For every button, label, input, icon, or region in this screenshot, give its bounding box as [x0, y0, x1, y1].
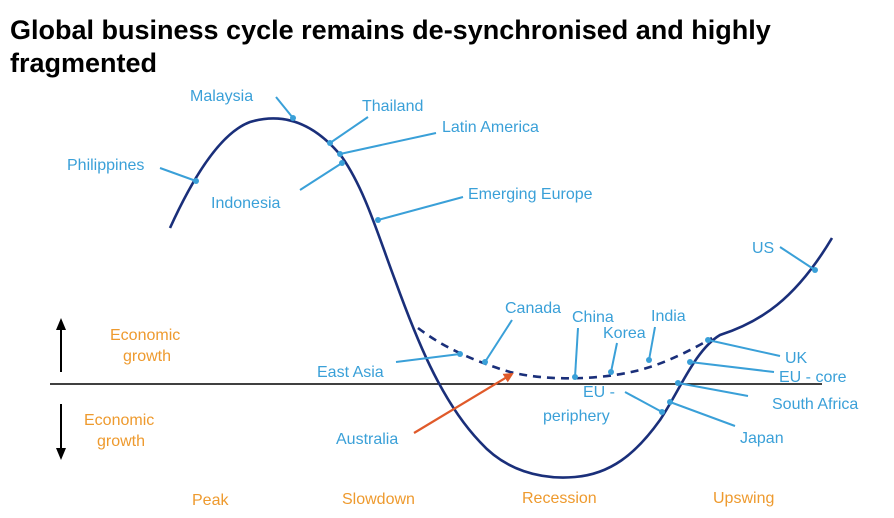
- label-emerging-europe: Emerging Europe: [468, 186, 593, 203]
- pointer-uk: [705, 337, 781, 357]
- phase-peak: Peak: [192, 492, 229, 509]
- label-philippines: Philippines: [67, 157, 144, 174]
- pointer-us: [779, 246, 818, 273]
- pointer-india: [646, 326, 656, 363]
- label-malaysia: Malaysia: [190, 88, 253, 105]
- label-eu-periphery-1: EU -: [583, 384, 615, 401]
- phase-upswing: Upswing: [713, 490, 774, 507]
- label-east-asia: East Asia: [317, 364, 384, 381]
- dashed-soft-landing-path: [417, 326, 713, 380]
- label-japan: Japan: [740, 430, 784, 447]
- page-title: Global business cycle remains de-synchro…: [10, 15, 771, 78]
- pointer-korea: [608, 342, 618, 375]
- pointer-japan: [667, 399, 736, 427]
- pointer-latin-america: [337, 132, 437, 157]
- label-thailand: Thailand: [362, 98, 423, 115]
- down-arrow: [56, 404, 66, 460]
- pointer-thailand: [327, 116, 369, 146]
- lower-axis-label-2: growth: [97, 433, 145, 450]
- pointer-south-africa: [675, 380, 749, 397]
- phase-slowdown: Slowdown: [342, 491, 415, 508]
- label-indonesia: Indonesia: [211, 195, 280, 212]
- label-canada: Canada: [505, 300, 561, 317]
- label-latin-america: Latin America: [442, 119, 539, 136]
- label-eu-periphery-2: periphery: [543, 408, 610, 425]
- pointer-canada: [482, 319, 513, 365]
- label-korea: Korea: [603, 325, 646, 342]
- label-china: China: [572, 309, 614, 326]
- label-south-africa: South Africa: [772, 396, 858, 413]
- label-australia: Australia: [336, 431, 398, 448]
- label-us: US: [752, 240, 774, 257]
- pointer-malaysia: [275, 96, 296, 121]
- pointer-indonesia: [299, 160, 345, 191]
- pointer-china: [572, 327, 579, 380]
- label-india: India: [651, 308, 686, 325]
- pointer-philippines: [159, 167, 199, 184]
- label-uk: UK: [785, 350, 808, 367]
- business-cycle-curve: [168, 117, 834, 479]
- pointer-east-asia: [395, 351, 463, 363]
- up-arrow: [56, 318, 66, 372]
- upper-axis-label-1: Economic: [110, 327, 180, 344]
- phase-recession: Recession: [522, 490, 597, 507]
- pointer-eu-periphery: [624, 391, 665, 415]
- pointer-emerging-europe: [375, 196, 464, 223]
- lower-axis-label-1: Economic: [84, 412, 154, 429]
- pointer-eu-core: [687, 359, 775, 373]
- upper-axis-label-2: growth: [123, 348, 171, 365]
- label-eu-core: EU - core: [779, 369, 847, 386]
- pointer-australia: [413, 372, 514, 434]
